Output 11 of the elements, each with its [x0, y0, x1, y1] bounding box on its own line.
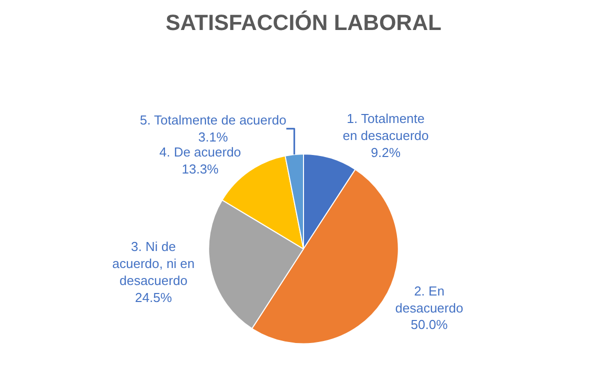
- slice-label: 5. Totalmente de acuerdo: [140, 112, 286, 128]
- slice-label: 4. De acuerdo: [159, 144, 242, 160]
- data-label: 13.3%: [182, 162, 220, 177]
- data-label: 9.2%: [370, 144, 401, 160]
- slice-label: 1. Totalmente en desacuerdo: [342, 111, 429, 144]
- data-label: 50.0%: [410, 317, 448, 332]
- data-label: 24.5%: [135, 290, 172, 305]
- data-label: 3.1%: [198, 130, 228, 145]
- slice-label: 2. En desacuerdo: [395, 283, 464, 316]
- chart-title: SATISFACCIÓN LABORAL: [166, 10, 442, 36]
- slice-label: 3. Ni de acuerdo, ni en desacuerdo: [112, 239, 195, 288]
